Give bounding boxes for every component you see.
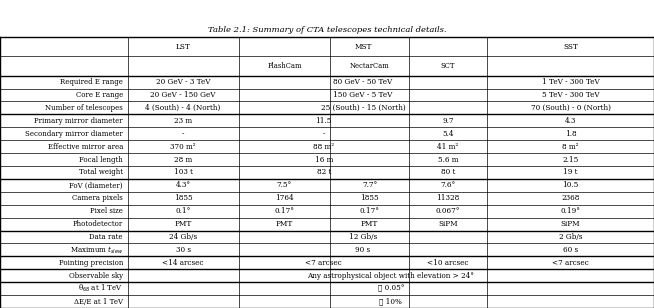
Text: Required E range: Required E range bbox=[60, 78, 123, 86]
Text: Number of telescopes: Number of telescopes bbox=[45, 104, 123, 112]
Text: 5.6 m: 5.6 m bbox=[438, 156, 458, 164]
Text: ΔE/E at 1 TeV: ΔE/E at 1 TeV bbox=[74, 298, 123, 306]
Text: 11.5: 11.5 bbox=[315, 117, 332, 125]
Text: 4.3: 4.3 bbox=[565, 117, 576, 125]
Text: Maximum $t_{slew}$: Maximum $t_{slew}$ bbox=[70, 244, 123, 256]
Text: SiPM: SiPM bbox=[560, 220, 581, 228]
Text: <14 arcsec: <14 arcsec bbox=[162, 259, 204, 267]
Text: 150 GeV - 5 TeV: 150 GeV - 5 TeV bbox=[334, 91, 392, 99]
Text: -: - bbox=[182, 130, 184, 138]
Text: 82 t: 82 t bbox=[317, 168, 331, 176]
Text: 0.17°: 0.17° bbox=[275, 207, 294, 215]
Text: Pixel size: Pixel size bbox=[90, 207, 123, 215]
Text: Effective mirror area: Effective mirror area bbox=[48, 143, 123, 151]
Text: Camera pixels: Camera pixels bbox=[72, 194, 123, 202]
Text: Core E range: Core E range bbox=[76, 91, 123, 99]
Text: NectarCam: NectarCam bbox=[350, 62, 389, 70]
Text: 9.7: 9.7 bbox=[442, 117, 454, 125]
Text: 1855: 1855 bbox=[174, 194, 192, 202]
Text: 7.7°: 7.7° bbox=[362, 181, 377, 189]
Text: 2 Gb/s: 2 Gb/s bbox=[559, 233, 582, 241]
Text: 0.17°: 0.17° bbox=[360, 207, 379, 215]
Text: <7 arcsec: <7 arcsec bbox=[552, 259, 589, 267]
Text: 80 t: 80 t bbox=[441, 168, 455, 176]
Text: 90 s: 90 s bbox=[355, 246, 371, 254]
Text: 12 Gb/s: 12 Gb/s bbox=[349, 233, 377, 241]
Text: Any astrophysical object with elevation > 24°: Any astrophysical object with elevation … bbox=[307, 272, 474, 280]
Text: 20 GeV - 3 TeV: 20 GeV - 3 TeV bbox=[156, 78, 211, 86]
Text: θ$_{68}$ at 1 TeV: θ$_{68}$ at 1 TeV bbox=[78, 283, 123, 294]
Text: 20 GeV - 150 GeV: 20 GeV - 150 GeV bbox=[150, 91, 216, 99]
Text: SST: SST bbox=[563, 43, 578, 51]
Text: 2.15: 2.15 bbox=[562, 156, 579, 164]
Text: 16 m: 16 m bbox=[315, 156, 333, 164]
Text: Focal length: Focal length bbox=[79, 156, 123, 164]
Text: 10.5: 10.5 bbox=[562, 181, 579, 189]
Text: -: - bbox=[322, 130, 325, 138]
Text: 0.067°: 0.067° bbox=[436, 207, 460, 215]
Text: Primary mirror diameter: Primary mirror diameter bbox=[34, 117, 123, 125]
Text: 370 m²: 370 m² bbox=[170, 143, 196, 151]
Text: 1855: 1855 bbox=[360, 194, 379, 202]
Text: 5.4: 5.4 bbox=[442, 130, 454, 138]
Text: Table 2.1: Summary of CTA telescopes technical details.: Table 2.1: Summary of CTA telescopes tec… bbox=[208, 26, 446, 34]
Text: 24 Gb/s: 24 Gb/s bbox=[169, 233, 198, 241]
Text: FlashCam: FlashCam bbox=[267, 62, 301, 70]
Text: Total weight: Total weight bbox=[79, 168, 123, 176]
Text: 19 t: 19 t bbox=[563, 168, 578, 176]
Text: 1 TeV - 300 TeV: 1 TeV - 300 TeV bbox=[542, 78, 600, 86]
Text: 88 m²: 88 m² bbox=[313, 143, 334, 151]
Text: ≲ 0.05°: ≲ 0.05° bbox=[377, 285, 404, 293]
Text: Observable sky: Observable sky bbox=[69, 272, 123, 280]
Text: MST: MST bbox=[354, 43, 371, 51]
Text: 25 (South) - 15 (North): 25 (South) - 15 (North) bbox=[320, 104, 405, 112]
Text: 0.1°: 0.1° bbox=[175, 207, 191, 215]
Text: PMT: PMT bbox=[276, 220, 293, 228]
Text: <10 arcsec: <10 arcsec bbox=[427, 259, 469, 267]
Text: 80 GeV - 50 TeV: 80 GeV - 50 TeV bbox=[334, 78, 392, 86]
Text: SiPM: SiPM bbox=[438, 220, 458, 228]
Text: 60 s: 60 s bbox=[563, 246, 578, 254]
Text: 4 (South) - 4 (North): 4 (South) - 4 (North) bbox=[145, 104, 221, 112]
Text: 103 t: 103 t bbox=[173, 168, 193, 176]
Text: 30 s: 30 s bbox=[176, 246, 190, 254]
Text: 1.8: 1.8 bbox=[565, 130, 576, 138]
Text: Secondary mirror diameter: Secondary mirror diameter bbox=[25, 130, 123, 138]
Text: 2368: 2368 bbox=[561, 194, 580, 202]
Text: 70 (South) - 0 (North): 70 (South) - 0 (North) bbox=[530, 104, 611, 112]
Text: 11328: 11328 bbox=[436, 194, 460, 202]
Text: 8 m²: 8 m² bbox=[562, 143, 579, 151]
Text: 41 m²: 41 m² bbox=[438, 143, 458, 151]
Text: 7.6°: 7.6° bbox=[440, 181, 456, 189]
Text: 5 TeV - 300 TeV: 5 TeV - 300 TeV bbox=[542, 91, 600, 99]
Text: Photodetector: Photodetector bbox=[73, 220, 123, 228]
Text: <7 arcsec: <7 arcsec bbox=[305, 259, 342, 267]
Text: 7.5°: 7.5° bbox=[277, 181, 292, 189]
Text: LST: LST bbox=[176, 43, 190, 51]
Text: Data rate: Data rate bbox=[90, 233, 123, 241]
Text: 23 m: 23 m bbox=[174, 117, 192, 125]
Text: SCT: SCT bbox=[441, 62, 455, 70]
Text: 28 m: 28 m bbox=[174, 156, 192, 164]
Text: 4.3°: 4.3° bbox=[175, 181, 191, 189]
Text: Pointing precision: Pointing precision bbox=[59, 259, 123, 267]
Text: FoV (diameter): FoV (diameter) bbox=[69, 181, 123, 189]
Text: 1764: 1764 bbox=[275, 194, 294, 202]
Text: ≲ 10%: ≲ 10% bbox=[379, 298, 402, 306]
Text: PMT: PMT bbox=[175, 220, 192, 228]
Text: PMT: PMT bbox=[361, 220, 378, 228]
Text: 0.19°: 0.19° bbox=[560, 207, 581, 215]
